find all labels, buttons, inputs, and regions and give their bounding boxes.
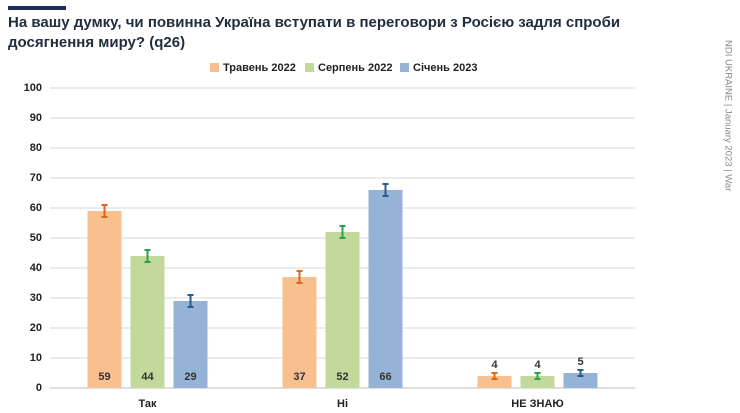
bar bbox=[563, 373, 598, 388]
y-tick-label: 20 bbox=[30, 322, 42, 334]
legend-label: Травень 2022 bbox=[223, 62, 296, 74]
side-note: NDI UKRAINE | January 2023 | War bbox=[722, 40, 733, 191]
y-tick-label: 0 bbox=[36, 382, 42, 394]
bar bbox=[130, 256, 165, 388]
error-bar bbox=[339, 225, 346, 239]
bar bbox=[368, 190, 403, 388]
error-bar bbox=[382, 183, 389, 197]
accent-bar bbox=[8, 6, 66, 10]
value-label: 66 bbox=[379, 371, 391, 383]
error-bar bbox=[577, 369, 584, 377]
error-bar bbox=[296, 270, 303, 284]
bar bbox=[520, 376, 555, 388]
value-label: 52 bbox=[336, 371, 348, 383]
value-label: 4 bbox=[491, 359, 498, 371]
y-tick-label: 70 bbox=[30, 172, 42, 184]
value-label: 59 bbox=[98, 371, 110, 383]
legend-swatch bbox=[400, 63, 409, 72]
bar bbox=[325, 232, 360, 388]
legend-swatch bbox=[305, 63, 314, 72]
y-tick-label: 60 bbox=[30, 202, 42, 214]
legend-label: Серпень 2022 bbox=[318, 62, 392, 74]
value-label: 4 bbox=[534, 359, 541, 371]
error-bar bbox=[144, 249, 151, 263]
error-bar bbox=[187, 294, 194, 308]
y-tick-label: 50 bbox=[30, 232, 42, 244]
error-bar bbox=[534, 372, 541, 380]
bar bbox=[282, 277, 317, 388]
value-label: 37 bbox=[293, 371, 305, 383]
value-label: 5 bbox=[577, 356, 583, 368]
value-label: 29 bbox=[184, 371, 196, 383]
y-tick-label: 90 bbox=[30, 112, 42, 124]
bar bbox=[173, 301, 208, 388]
error-bar bbox=[101, 204, 108, 218]
y-tick-label: 100 bbox=[24, 82, 42, 94]
x-tick-label: Ні bbox=[337, 398, 348, 410]
error-bar bbox=[491, 372, 498, 380]
bar bbox=[477, 376, 512, 388]
x-tick-label: НЕ ЗНАЮ bbox=[511, 398, 563, 410]
y-tick-label: 80 bbox=[30, 142, 42, 154]
value-label: 44 bbox=[141, 371, 154, 383]
legend-label: Січень 2023 bbox=[413, 62, 477, 74]
y-tick-label: 30 bbox=[30, 292, 42, 304]
bar bbox=[87, 211, 122, 388]
chart-title: На вашу думку, чи повинна Україна вступа… bbox=[8, 14, 621, 51]
y-tick-label: 40 bbox=[30, 262, 42, 274]
y-tick-label: 10 bbox=[30, 352, 42, 364]
legend-swatch bbox=[210, 63, 219, 72]
x-tick-label: Так bbox=[138, 398, 157, 410]
